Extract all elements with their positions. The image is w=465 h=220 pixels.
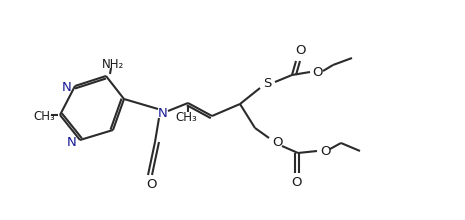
Text: O: O — [291, 176, 301, 189]
Text: CH₃: CH₃ — [33, 110, 55, 123]
Text: NH₂: NH₂ — [102, 57, 124, 70]
Text: N: N — [62, 81, 72, 94]
Text: O: O — [295, 44, 305, 57]
Text: O: O — [146, 178, 156, 191]
Text: N: N — [158, 106, 168, 119]
Text: N: N — [67, 136, 77, 149]
Text: O: O — [272, 136, 282, 149]
Text: O: O — [312, 66, 322, 79]
Text: S: S — [263, 77, 271, 90]
Text: CH₃: CH₃ — [175, 110, 197, 123]
Text: O: O — [320, 145, 330, 158]
